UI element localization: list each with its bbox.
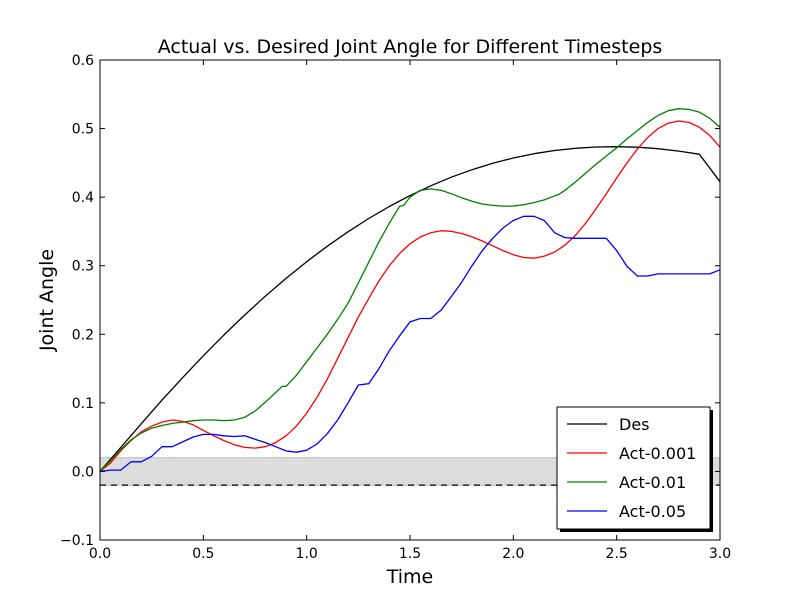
x-axis: 0.0 0.5 1.0 1.5 2.0 2.5 3.0 [89,60,731,562]
y-tick-label: 0.2 [72,327,94,343]
legend-label: Act-0.01 [619,473,686,492]
y-tick-label: 0.6 [72,53,94,69]
legend-label: Act-0.001 [619,444,696,463]
x-tick-label: 1.5 [399,546,421,562]
series-line-act-0-01 [99,108,721,472]
chart-title: Actual vs. Desired Joint Angle for Diffe… [158,36,663,58]
legend-label: Act-0.05 [619,502,686,521]
series-line-des [99,146,721,472]
series-group [99,108,721,473]
x-tick-label: 2.5 [606,546,628,562]
x-axis-label: Time [386,566,434,588]
legend-box [556,406,711,530]
y-axis-label: Joint Angle [36,249,58,352]
y-tick-label: 0.4 [72,190,94,206]
x-tick-label: 3.0 [709,546,731,562]
x-tick-label: 1.0 [296,546,318,562]
y-tick-label: 0.0 [72,464,94,480]
series-line-act-0-05 [99,215,721,473]
series-line-act-0-001 [99,120,721,472]
y-tick-label: 0.1 [72,396,94,412]
x-tick-label: 2.0 [502,546,524,562]
y-tick-label: 0.3 [72,259,94,275]
x-tick-label: 0.0 [89,546,111,562]
x-tick-label: 0.5 [192,546,214,562]
y-tick-label: −0.1 [60,533,94,549]
legend-label: Des [619,415,650,434]
y-axis: −0.1 0.0 0.1 0.2 0.3 0.4 0.5 0.6 [60,53,720,549]
legend: Des Act-0.001 Act-0.01 Act-0.05 [556,406,713,532]
y-tick-label: 0.5 [72,122,94,138]
